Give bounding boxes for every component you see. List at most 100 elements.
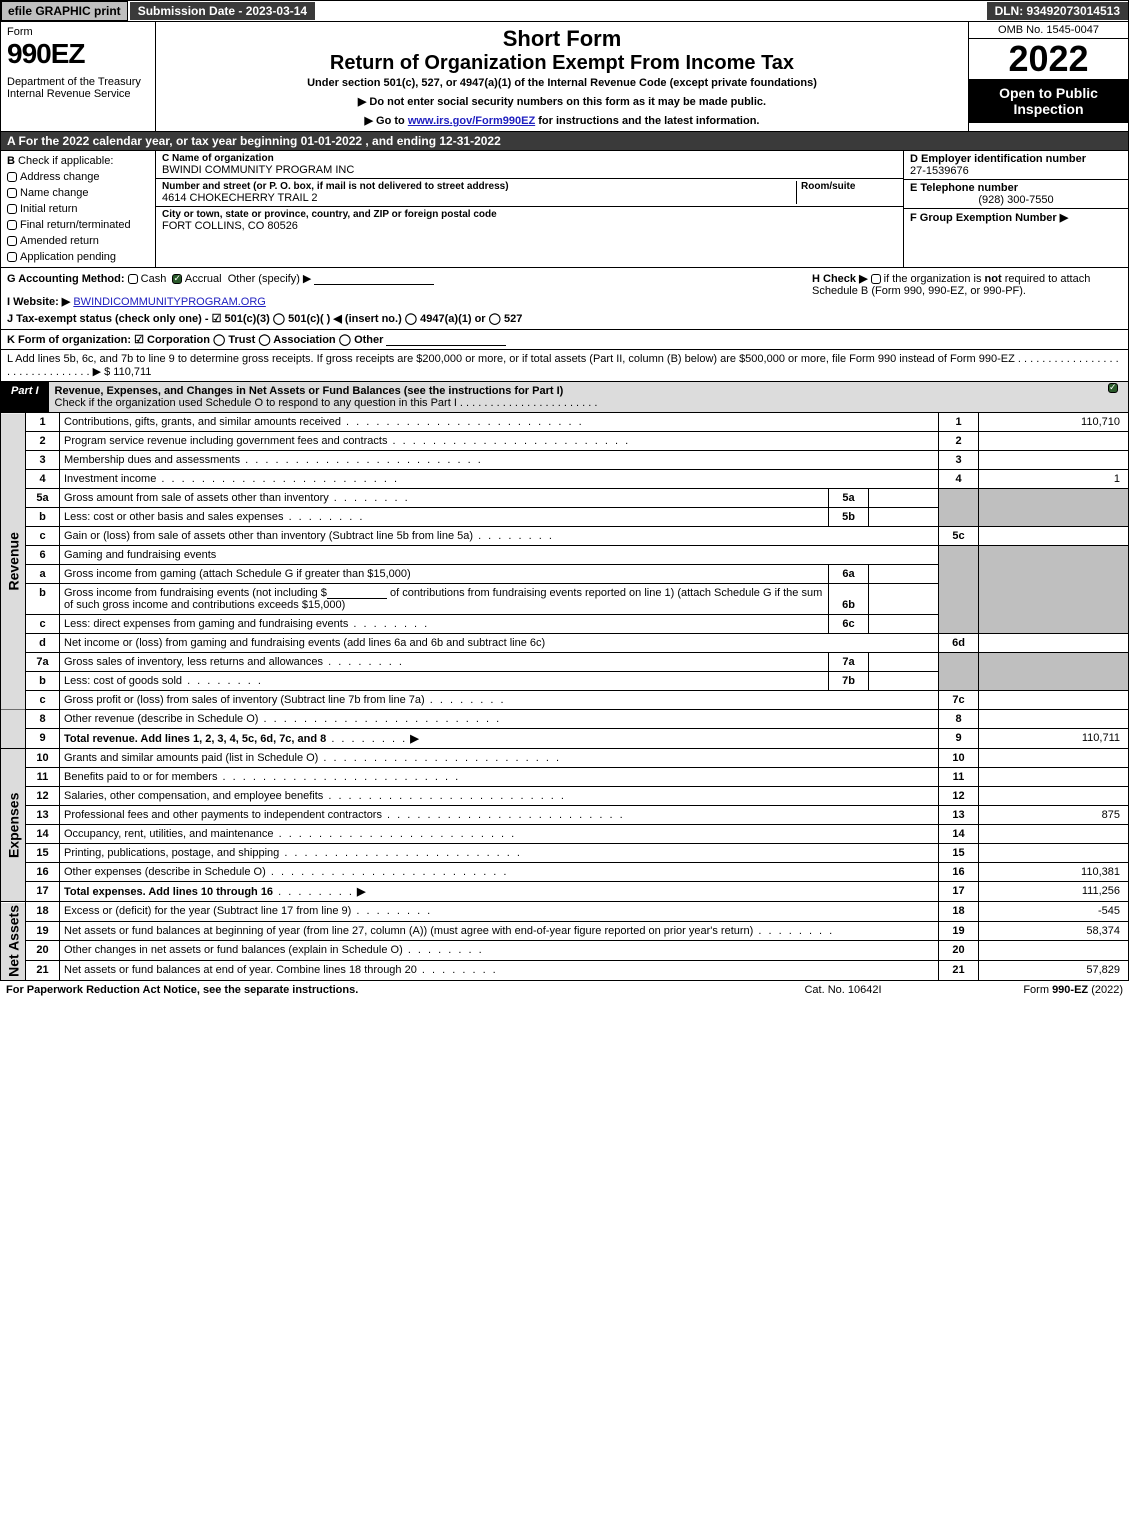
form-subtitle: Under section 501(c), 527, or 4947(a)(1)… (162, 77, 962, 89)
line-10-num: 10 (26, 749, 60, 768)
line-7a-subval (869, 653, 939, 672)
line-12-desc: Salaries, other compensation, and employ… (60, 787, 939, 806)
line-11-amt (979, 768, 1129, 787)
l-amount: 110,711 (113, 366, 151, 378)
city-label: City or town, state or province, country… (162, 209, 897, 220)
line-11-num: 11 (26, 768, 60, 787)
line-6c-sub: 6c (829, 615, 869, 634)
line-17-desc: Total expenses. Add lines 10 through 16 … (60, 882, 939, 902)
col-b: B Check if applicable: Address change Na… (1, 151, 156, 267)
line-19-num: 19 (26, 921, 60, 941)
header-left: Form 990EZ Department of the Treasury In… (1, 22, 156, 131)
city-value: FORT COLLINS, CO 80526 (162, 220, 897, 232)
ein-cell: D Employer identification number 27-1539… (904, 151, 1128, 180)
line-5a-desc: Gross amount from sale of assets other t… (60, 489, 829, 508)
h-not: not (985, 273, 1002, 285)
chk-accrual[interactable] (172, 274, 182, 284)
line-5a-sub: 5a (829, 489, 869, 508)
line-4-col: 4 (939, 470, 979, 489)
efile-print-button[interactable]: efile GRAPHIC print (1, 1, 128, 21)
line-8-desc: Other revenue (describe in Schedule O) (60, 710, 939, 729)
h-text2: if the organization is (884, 273, 985, 285)
goto-link-line: ▶ Go to www.irs.gov/Form990EZ for instru… (162, 114, 962, 127)
line-9-col: 9 (939, 729, 979, 749)
line-12-amt (979, 787, 1129, 806)
chk-amended-return[interactable]: Amended return (7, 235, 149, 247)
line-3-amt (979, 451, 1129, 470)
submission-date: Submission Date - 2023-03-14 (130, 2, 315, 20)
line-5ab-greycol (939, 489, 979, 527)
chk-final-return[interactable]: Final return/terminated (7, 219, 149, 231)
chk-name-change[interactable]: Name change (7, 187, 149, 199)
line-9-num: 9 (26, 729, 60, 749)
ein-value: 27-1539676 (910, 165, 1122, 177)
website-link[interactable]: BWINDICOMMUNITYPROGRAM.ORG (73, 296, 266, 308)
irs-link[interactable]: www.irs.gov/Form990EZ (408, 115, 535, 127)
part1-chk (1098, 382, 1128, 412)
part1-subtitle: Check if the organization used Schedule … (55, 397, 598, 409)
line-6d-num: d (26, 634, 60, 653)
chk-application-pending[interactable]: Application pending (7, 251, 149, 263)
line-14-amt (979, 825, 1129, 844)
org-name-cell: C Name of organization BWINDI COMMUNITY … (156, 151, 903, 179)
chk-schedule-o-used[interactable] (1108, 383, 1118, 393)
line-10-desc: Grants and similar amounts paid (list in… (60, 749, 939, 768)
tel-label: E Telephone number (910, 182, 1122, 194)
line-12-num: 12 (26, 787, 60, 806)
section-bcdef: B Check if applicable: Address change Na… (0, 151, 1129, 268)
line-1-num: 1 (26, 413, 60, 432)
line-5a-num: 5a (26, 489, 60, 508)
chk-schedule-b-not-required[interactable] (871, 274, 881, 284)
part1-table: Revenue 1 Contributions, gifts, grants, … (0, 413, 1129, 981)
chk-cash[interactable] (128, 274, 138, 284)
row-l: L Add lines 5b, 6c, and 7b to line 9 to … (0, 350, 1129, 382)
room-label: Room/suite (801, 181, 897, 192)
line-2-desc: Program service revenue including govern… (60, 432, 939, 451)
line-1-col: 1 (939, 413, 979, 432)
k-other-input[interactable] (386, 334, 506, 346)
line-7c-num: c (26, 691, 60, 710)
line-18-desc: Excess or (deficit) for the year (Subtra… (60, 902, 939, 922)
line-8-amt (979, 710, 1129, 729)
header-right: OMB No. 1545-0047 2022 Open to Public In… (968, 22, 1128, 131)
line-7b-num: b (26, 672, 60, 691)
line-20-col: 20 (939, 941, 979, 961)
dln: DLN: 93492073014513 (987, 2, 1128, 20)
line-14-num: 14 (26, 825, 60, 844)
line-15-desc: Printing, publications, postage, and shi… (60, 844, 939, 863)
line-9-desc: Total revenue. Add lines 1, 2, 3, 4, 5c,… (60, 729, 939, 749)
part1-header: Part I Revenue, Expenses, and Changes in… (0, 382, 1129, 413)
line-3-num: 3 (26, 451, 60, 470)
line-6b-desc: Gross income from fundraising events (no… (60, 584, 829, 615)
line-6d-desc: Net income or (loss) from gaming and fun… (60, 634, 939, 653)
line-6b-contrib-input[interactable] (327, 587, 387, 599)
line-20-num: 20 (26, 941, 60, 961)
line-7c-col: 7c (939, 691, 979, 710)
line-18-num: 18 (26, 902, 60, 922)
line-9-amt: 110,711 (979, 729, 1129, 749)
line-16-num: 16 (26, 863, 60, 882)
line-1-desc: Contributions, gifts, grants, and simila… (60, 413, 939, 432)
line-5c-num: c (26, 527, 60, 546)
top-bar: efile GRAPHIC print Submission Date - 20… (0, 0, 1129, 22)
col-c: C Name of organization BWINDI COMMUNITY … (156, 151, 903, 267)
line-5ab-greyamt (979, 489, 1129, 527)
row-g-left: G Accounting Method: Cash Accrual Other … (7, 272, 812, 325)
group-exemption-cell: F Group Exemption Number ▶ (904, 209, 1128, 226)
line-4-amt: 1 (979, 470, 1129, 489)
line-2-amt (979, 432, 1129, 451)
expenses-sidelabel: Expenses (1, 749, 26, 902)
line-7ab-greyamt (979, 653, 1129, 691)
line-4-desc: Investment income (60, 470, 939, 489)
line-18-col: 18 (939, 902, 979, 922)
row-j: J Tax-exempt status (check only one) - ☑… (7, 312, 812, 325)
chk-address-change[interactable]: Address change (7, 171, 149, 183)
other-specify-input[interactable] (314, 273, 434, 285)
line-1-amt: 110,710 (979, 413, 1129, 432)
line-21-num: 21 (26, 961, 60, 981)
chk-initial-return[interactable]: Initial return (7, 203, 149, 215)
line-5b-subval (869, 508, 939, 527)
k-label: K Form of organization: (7, 334, 131, 346)
line-19-col: 19 (939, 921, 979, 941)
form-header: Form 990EZ Department of the Treasury In… (0, 22, 1129, 132)
